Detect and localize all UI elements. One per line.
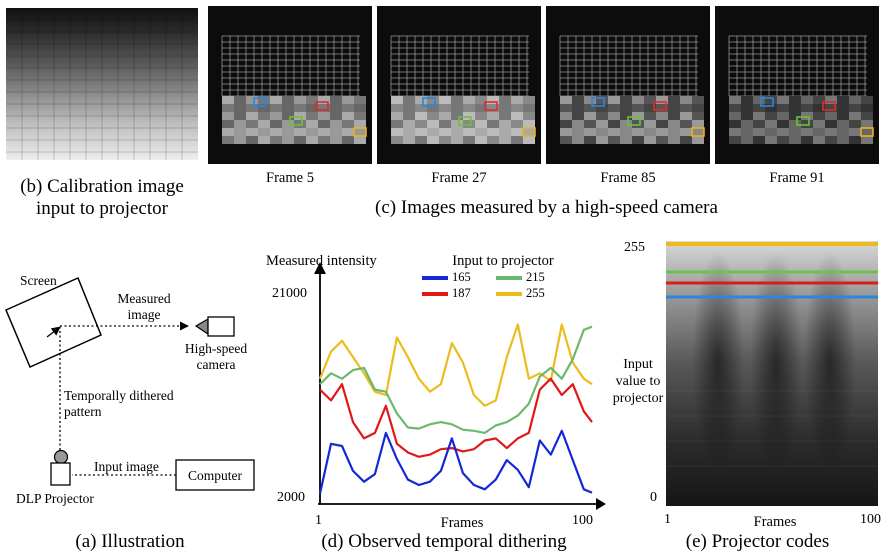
legend-label-255: 255 (526, 286, 545, 300)
caption-d: (d) Observed temporal dithering (321, 531, 567, 552)
camera-lens (194, 317, 209, 336)
screen-shape (5, 276, 102, 368)
legend-swatch-165 (422, 276, 448, 280)
legend-title: Input to projector (452, 253, 554, 269)
series-line-255 (318, 323, 593, 407)
computer-label: Computer (188, 468, 242, 483)
codes-ylabel-3: projector (612, 391, 664, 406)
chart-axes (314, 262, 606, 510)
camera-body (207, 316, 235, 337)
legend-swatch-215 (496, 276, 522, 280)
caption-a: (a) Illustration (75, 531, 185, 552)
series-line-215 (319, 325, 593, 434)
codes-y-top: 255 (624, 240, 645, 255)
camera-frame-2 (377, 6, 541, 164)
frame-label-2: Frame 27 (431, 170, 487, 186)
codes-ylabel-2: value to (615, 374, 661, 389)
projector-lens (53, 449, 69, 465)
caption-b-line1: (b) Calibration image (20, 176, 184, 197)
x-tick-right: 100 (572, 513, 593, 528)
frame-label-1: Frame 5 (266, 170, 314, 186)
legend-swatch-187 (422, 292, 448, 296)
y-tick-top: 21000 (272, 286, 307, 301)
series-line-165 (318, 429, 593, 494)
pattern-label-2: pattern (64, 404, 102, 419)
frame-label-3: Frame 85 (600, 170, 656, 186)
codes-xlabel: Frames (753, 514, 797, 530)
codes-x-left: 1 (664, 512, 671, 527)
chart-xlabel: Frames (440, 515, 484, 531)
camera-frame-4 (715, 6, 879, 164)
projector-codes-image (666, 241, 878, 506)
frame-label-4: Frame 91 (769, 170, 825, 186)
legend-swatch-255 (496, 292, 522, 296)
x-tick-left: 1 (315, 513, 322, 528)
intensity-chart (314, 262, 606, 510)
caption-e: (e) Projector codes (685, 531, 830, 552)
computer-box (175, 459, 255, 491)
projector-body (50, 462, 71, 486)
legend-label-165: 165 (452, 270, 471, 284)
y-tick-bottom: 2000 (277, 490, 305, 505)
camera-frame-3 (546, 6, 710, 164)
screen-label: Screen (20, 273, 57, 288)
illustration-diagram (5, 276, 255, 491)
chart-ylabel: Measured intensity (266, 253, 377, 269)
codes-heatmap (666, 241, 878, 506)
series-line-187 (319, 377, 593, 458)
calibration-image (6, 8, 198, 160)
calibration-grid (6, 8, 198, 160)
camera-label-2: camera (196, 357, 236, 372)
codes-x-right: 100 (860, 512, 881, 527)
input-image-label: Input image (94, 459, 159, 474)
camera-label-1: High-speed (184, 341, 248, 356)
measured-label-2: image (127, 307, 161, 322)
caption-c: (c) Images measured by a high-speed came… (375, 197, 718, 218)
measured-label-1: Measured (117, 291, 171, 306)
codes-ylabel-1: Input (623, 357, 653, 372)
camera-frame-1 (208, 6, 372, 164)
legend-label-215: 215 (526, 270, 545, 284)
pattern-label-1: Temporally dithered (64, 388, 174, 403)
legend-label-187: 187 (452, 286, 471, 300)
codes-y-bottom: 0 (650, 490, 657, 505)
projector-label: DLP Projector (16, 491, 94, 506)
caption-b-line2: input to projector (36, 198, 168, 219)
